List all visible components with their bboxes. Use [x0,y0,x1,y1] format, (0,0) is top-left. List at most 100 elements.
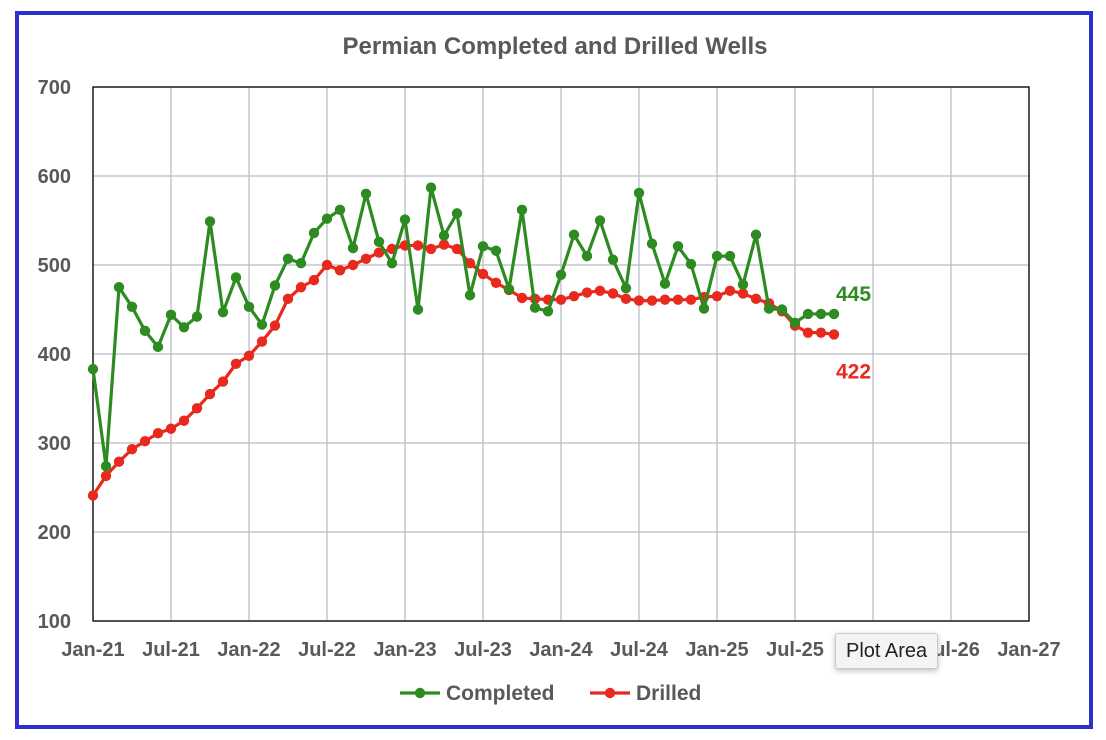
data-point [750,293,762,305]
data-point [698,303,710,314]
data-point [204,216,216,227]
data-point [126,444,138,455]
data-point [412,240,424,251]
legend-swatch-marker [414,687,426,699]
data-point [581,250,593,262]
data-point [373,247,385,258]
series-line [91,185,834,468]
legend-label: Drilled [636,682,701,705]
data-point [659,294,671,305]
series-completed: 445 [87,182,871,472]
x-tick-label: Jul-25 [766,639,824,661]
data-point [217,306,229,318]
data-point [776,304,788,315]
data-point [438,230,450,241]
x-tick-label: Jul-22 [298,639,356,661]
x-axis: Jan-21 Jul-21 Jan-22 Jul-22 Jan-23 Jul-23 Jan-… [61,639,1060,661]
data-point [165,423,177,434]
data-point [464,290,476,301]
data-point [685,294,697,305]
data-point [152,428,164,439]
data-point [334,265,346,276]
data-point [243,350,255,361]
series-line [91,242,835,497]
data-point [308,274,320,286]
data-point [815,327,827,338]
x-tick-label: Jul-23 [454,639,512,661]
data-point [412,304,424,315]
data-point [126,301,138,313]
data-point [672,294,684,305]
data-point [87,490,99,501]
data-point [724,285,736,297]
data-point [490,245,502,256]
plot-area[interactable] [92,86,1030,622]
data-point [100,470,112,482]
data-point [113,282,125,293]
data-point [620,282,632,294]
legend: Completed Drilled [400,682,701,705]
data-point [646,295,658,306]
data-point [555,269,567,280]
data-point [503,283,515,295]
data-point [737,288,749,299]
plot-area-tooltip: Plot Area [835,633,939,669]
data-point [230,358,242,369]
data-point [139,436,151,447]
data-point [594,215,606,226]
legend-item-drilled[interactable]: Drilled [590,682,701,705]
data-point [152,341,164,353]
x-tick-label: Jan-27 [997,639,1060,661]
x-tick-label: Jan-22 [217,639,280,661]
data-point [594,285,606,297]
series-drilled: 422 [87,239,871,501]
data-point [256,336,268,347]
data-point [191,311,203,322]
data-point [815,308,827,320]
data-point [282,293,294,305]
data-point [802,327,814,338]
x-tick-label: Jul-21 [142,639,200,661]
legend-label: Completed [446,682,555,705]
data-point [516,204,528,216]
data-point [178,415,190,426]
data-point [191,403,203,414]
data-point [477,268,489,280]
legend-item-completed[interactable]: Completed [400,682,555,705]
series-layer: 422 445 [87,182,871,501]
x-tick-label: Jul-24 [610,639,669,661]
data-point [347,242,359,254]
chart-title: Permian Completed and Drilled Wells [343,33,768,60]
data-point [724,250,736,262]
data-point [828,329,840,340]
chart-frame [15,11,1093,729]
data-point [295,282,307,293]
data-point [711,250,723,262]
data-point [100,460,112,472]
data-point [373,236,385,248]
data-point [256,319,268,330]
data-point [568,229,580,240]
data-point [516,292,528,304]
data-point [230,272,242,283]
data-point [269,320,281,331]
data-point [763,303,775,314]
data-point [555,294,567,305]
data-point [633,295,645,306]
data-point [217,376,229,387]
data-point [295,258,307,269]
legend-swatch-marker [604,687,616,699]
data-point [399,214,411,225]
y-axis: 100 200 300 400 500 600 700 [38,77,71,633]
end-value-label: 422 [836,360,871,383]
data-point [347,259,359,271]
data-point [581,287,593,298]
data-point [659,278,671,289]
y-tick-label: 700 [38,77,71,99]
data-point [633,187,645,199]
y-tick-label: 200 [38,522,71,544]
data-point [607,254,619,265]
data-point [425,243,437,255]
data-point [828,308,840,320]
